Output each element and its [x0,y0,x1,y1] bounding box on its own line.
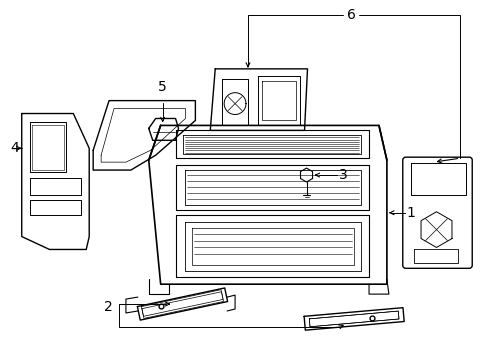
Text: 5: 5 [158,80,167,94]
Text: 2: 2 [104,300,113,314]
Text: 6: 6 [347,8,356,22]
Text: 3: 3 [339,168,348,182]
Text: 4: 4 [10,141,19,155]
Text: 1: 1 [407,206,416,220]
